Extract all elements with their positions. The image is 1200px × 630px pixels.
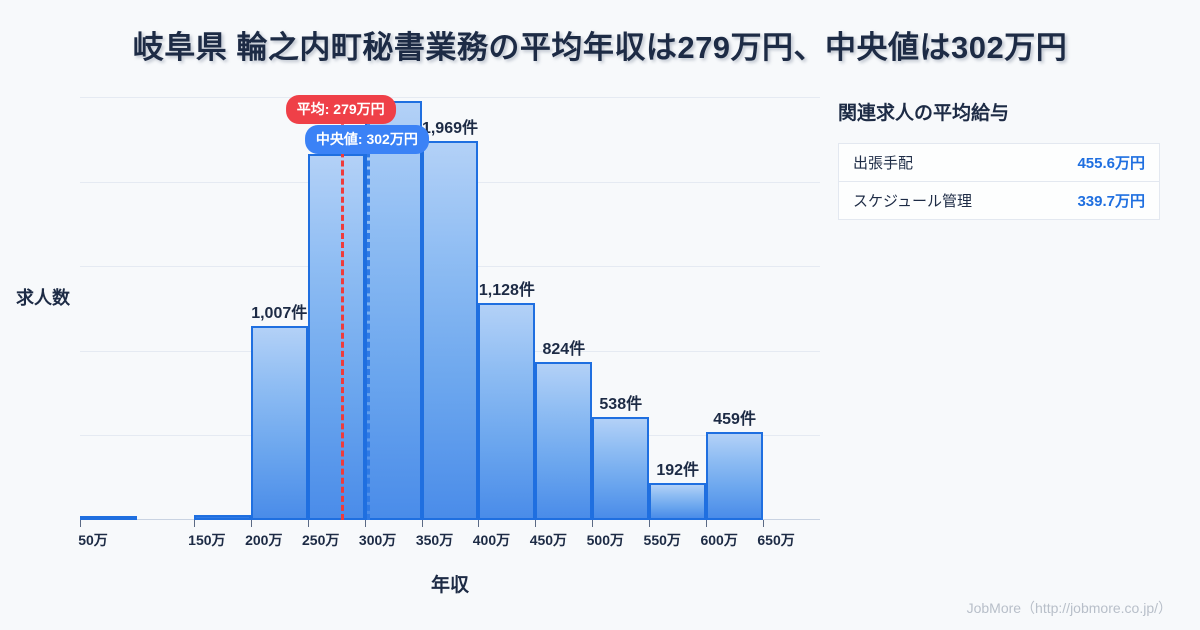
histogram-bar [193,514,251,520]
related-salary-panel: 関連求人の平均給与 出張手配 455.6万円 スケジュール管理 339.7万円 [838,98,1168,220]
x-axis-tick [706,520,708,527]
histogram-bar: 824件 [535,341,593,520]
x-axis-tick-label: 400万 [472,532,511,548]
x-axis-tick-label: 500万 [586,532,624,548]
x-axis-tick-label: 200万 [245,532,283,548]
related-salary-title: 関連求人の平均給与 [838,103,1010,124]
histogram-bar: 1,007件 [250,305,308,520]
x-axis-tick-label: 250万 [302,532,340,548]
bar-value-label: 1,128件 [478,282,535,300]
page-header: 岐阜県 輪之内町秘書業務の平均年収は279万円、中央値は302万円 [0,22,1200,67]
x-axis-tick-label: 150万 [188,532,226,548]
histogram-bar [364,100,422,520]
source-credit: JobMore（http://jobmore.co.jp/） [966,600,1172,616]
related-job-salary: 455.6万円 [1032,143,1160,182]
x-axis-tick-label: 650万 [757,532,795,548]
related-job-salary: 339.7万円 [1032,181,1160,220]
x-axis-tick [649,520,651,527]
x-axis-tick [592,520,594,527]
histogram-bar: 459件 [706,411,764,520]
x-axis-tick-label: 300万 [358,532,397,548]
x-axis-tick [250,520,252,527]
x-axis-tick [364,520,366,527]
bar-value-label: 538件 [599,395,643,413]
histogram-bar: 538件 [592,396,650,520]
x-axis-tick [421,520,423,527]
mean-badge: 平均: 279万円 [285,95,396,124]
gridline [80,97,820,98]
bar-value-label: 459件 [713,410,756,428]
mean-marker-line [340,97,344,520]
median-marker-line [366,97,370,520]
related-job-name: スケジュール管理 [838,181,1033,220]
bar-value-label: 824件 [542,340,586,358]
y-axis-title: 求人数 [16,288,70,308]
histogram-bar: 192件 [649,462,707,520]
x-axis-title: 年収 [430,575,469,596]
x-axis-tick-label: 50万 [78,532,108,548]
page-title: 岐阜県 輪之内町秘書業務の平均年収は279万円、中央値は302万円 [132,30,1068,65]
bar-value-label: 1,007件 [251,305,308,323]
histogram-bar [80,516,137,520]
histogram-bar: 1,969件 [421,120,479,520]
x-axis-tick-label: 600万 [700,532,738,548]
x-axis-tick [193,520,195,527]
table-row: 出張手配 455.6万円 [838,143,1160,182]
related-job-name: 出張手配 [838,143,1033,182]
x-axis-tick-label: 350万 [415,532,454,548]
x-axis-tick-label: 450万 [529,532,568,548]
x-axis-tick [80,520,81,527]
related-salary-table: 出張手配 455.6万円 スケジュール管理 339.7万円 [838,143,1160,220]
x-axis-tick [535,520,537,527]
histogram-bar: 1,128件 [478,282,536,520]
histogram-bar: 1,906件 [307,133,365,520]
x-axis-tick-label: 550万 [643,532,681,548]
table-row: スケジュール管理 339.7万円 [838,181,1160,220]
x-axis-tick [763,520,765,527]
bar-value-label: 1,969件 [421,120,479,138]
bar-value-label: 192件 [656,462,700,480]
median-badge: 中央値: 302万円 [304,125,429,154]
x-axis-tick [478,520,480,527]
x-axis-tick [307,520,309,527]
